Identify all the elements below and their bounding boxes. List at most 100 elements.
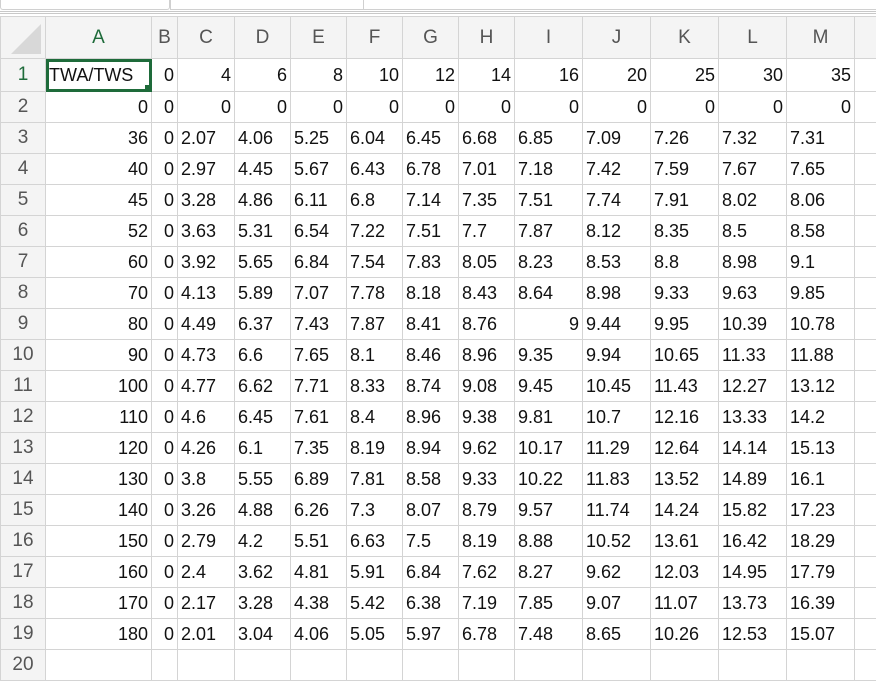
cell-A2[interactable]: 0: [46, 92, 152, 123]
cell-D19[interactable]: 3.04: [235, 619, 291, 650]
cell-I7[interactable]: 8.23: [515, 247, 583, 278]
column-header-J[interactable]: J: [583, 17, 651, 59]
cell-G16[interactable]: 7.5: [403, 526, 459, 557]
cell-J8[interactable]: 8.98: [583, 278, 651, 309]
cell-C2[interactable]: 0: [178, 92, 235, 123]
cell-K15[interactable]: 14.24: [651, 495, 719, 526]
cell-J16[interactable]: 10.52: [583, 526, 651, 557]
cell-F16[interactable]: 6.63: [347, 526, 403, 557]
cell-I15[interactable]: 9.57: [515, 495, 583, 526]
cell-H13[interactable]: 9.62: [459, 433, 515, 464]
cell-A14[interactable]: 130: [46, 464, 152, 495]
cell-G4[interactable]: 6.78: [403, 154, 459, 185]
cell-I5[interactable]: 7.51: [515, 185, 583, 216]
row-header-7[interactable]: 7: [1, 247, 46, 278]
row-header-5[interactable]: 5: [1, 185, 46, 216]
cell-C8[interactable]: 4.13: [178, 278, 235, 309]
row-header-18[interactable]: 18: [1, 588, 46, 619]
cell-I12[interactable]: 9.81: [515, 402, 583, 433]
cell-E8[interactable]: 7.07: [291, 278, 347, 309]
cell-H5[interactable]: 7.35: [459, 185, 515, 216]
cell-M3[interactable]: 7.31: [787, 123, 855, 154]
cell-D7[interactable]: 5.65: [235, 247, 291, 278]
cell-A4[interactable]: 40: [46, 154, 152, 185]
column-header-A[interactable]: A: [46, 17, 152, 59]
cell-G15[interactable]: 8.07: [403, 495, 459, 526]
cell-C4[interactable]: 2.97: [178, 154, 235, 185]
cell-empty[interactable]: [855, 59, 876, 92]
cell-D5[interactable]: 4.86: [235, 185, 291, 216]
cell-L9[interactable]: 10.39: [719, 309, 787, 340]
cell-empty[interactable]: [855, 619, 876, 650]
cell-K12[interactable]: 12.16: [651, 402, 719, 433]
cell-empty[interactable]: [855, 495, 876, 526]
cell-empty[interactable]: [855, 123, 876, 154]
cell-C16[interactable]: 2.79: [178, 526, 235, 557]
cell-F2[interactable]: 0: [347, 92, 403, 123]
row-header-8[interactable]: 8: [1, 278, 46, 309]
cell-A18[interactable]: 170: [46, 588, 152, 619]
cell-empty[interactable]: [855, 278, 876, 309]
row-header-16[interactable]: 16: [1, 526, 46, 557]
cell-C20[interactable]: [178, 650, 235, 681]
cell-K18[interactable]: 11.07: [651, 588, 719, 619]
row-header-12[interactable]: 12: [1, 402, 46, 433]
cell-B12[interactable]: 0: [152, 402, 178, 433]
cell-K5[interactable]: 7.91: [651, 185, 719, 216]
row-header-1[interactable]: 1: [1, 59, 46, 92]
cell-F6[interactable]: 7.22: [347, 216, 403, 247]
cell-G17[interactable]: 6.84: [403, 557, 459, 588]
cell-M17[interactable]: 17.79: [787, 557, 855, 588]
cell-A12[interactable]: 110: [46, 402, 152, 433]
cell-E4[interactable]: 5.67: [291, 154, 347, 185]
cell-E12[interactable]: 7.61: [291, 402, 347, 433]
cell-G9[interactable]: 8.41: [403, 309, 459, 340]
cell-M16[interactable]: 18.29: [787, 526, 855, 557]
cell-M19[interactable]: 15.07: [787, 619, 855, 650]
cell-I9[interactable]: 9: [515, 309, 583, 340]
cell-E13[interactable]: 7.35: [291, 433, 347, 464]
cell-H14[interactable]: 9.33: [459, 464, 515, 495]
cell-K8[interactable]: 9.33: [651, 278, 719, 309]
cell-H11[interactable]: 9.08: [459, 371, 515, 402]
cell-M10[interactable]: 11.88: [787, 340, 855, 371]
cell-F4[interactable]: 6.43: [347, 154, 403, 185]
row-header-3[interactable]: 3: [1, 123, 46, 154]
cell-B6[interactable]: 0: [152, 216, 178, 247]
cell-M6[interactable]: 8.58: [787, 216, 855, 247]
cell-M15[interactable]: 17.23: [787, 495, 855, 526]
cell-I16[interactable]: 8.88: [515, 526, 583, 557]
cell-L10[interactable]: 11.33: [719, 340, 787, 371]
cell-empty[interactable]: [855, 650, 876, 681]
cell-M18[interactable]: 16.39: [787, 588, 855, 619]
cell-B19[interactable]: 0: [152, 619, 178, 650]
cell-D20[interactable]: [235, 650, 291, 681]
cell-H6[interactable]: 7.7: [459, 216, 515, 247]
cell-empty[interactable]: [855, 92, 876, 123]
row-header-14[interactable]: 14: [1, 464, 46, 495]
cell-J17[interactable]: 9.62: [583, 557, 651, 588]
cell-B10[interactable]: 0: [152, 340, 178, 371]
cell-G14[interactable]: 8.58: [403, 464, 459, 495]
cell-M1[interactable]: 35: [787, 59, 855, 92]
row-header-4[interactable]: 4: [1, 154, 46, 185]
cell-empty[interactable]: [855, 371, 876, 402]
cell-M12[interactable]: 14.2: [787, 402, 855, 433]
cell-empty[interactable]: [855, 402, 876, 433]
cell-I6[interactable]: 7.87: [515, 216, 583, 247]
cell-I1[interactable]: 16: [515, 59, 583, 92]
cell-C5[interactable]: 3.28: [178, 185, 235, 216]
cell-I2[interactable]: 0: [515, 92, 583, 123]
cell-B4[interactable]: 0: [152, 154, 178, 185]
cell-G5[interactable]: 7.14: [403, 185, 459, 216]
cell-A8[interactable]: 70: [46, 278, 152, 309]
cell-H16[interactable]: 8.19: [459, 526, 515, 557]
row-header-20[interactable]: 20: [1, 650, 46, 681]
cell-C10[interactable]: 4.73: [178, 340, 235, 371]
cell-L19[interactable]: 12.53: [719, 619, 787, 650]
cell-J18[interactable]: 9.07: [583, 588, 651, 619]
cell-F5[interactable]: 6.8: [347, 185, 403, 216]
cell-D3[interactable]: 4.06: [235, 123, 291, 154]
cell-G8[interactable]: 8.18: [403, 278, 459, 309]
cell-F17[interactable]: 5.91: [347, 557, 403, 588]
